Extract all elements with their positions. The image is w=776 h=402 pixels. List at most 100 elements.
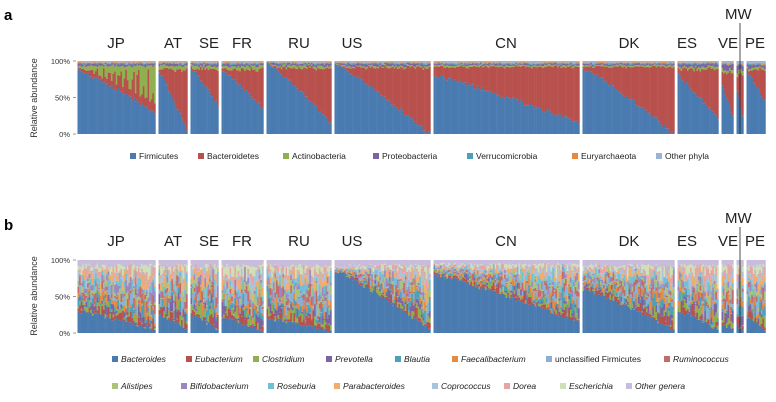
bar-segment <box>144 98 147 108</box>
bar-segment <box>245 90 248 134</box>
bar-segment <box>447 62 450 64</box>
bar-segment <box>115 90 118 134</box>
bar-segment <box>212 62 215 64</box>
bar-segment <box>102 301 105 310</box>
bar-segment <box>558 61 561 63</box>
bar-segment <box>182 122 185 134</box>
bar-segment <box>604 63 607 65</box>
bar-segment <box>136 61 139 63</box>
bar-segment <box>269 271 272 278</box>
bar-segment <box>642 65 645 67</box>
bar-segment <box>276 294 278 298</box>
bar-segment <box>598 63 601 66</box>
bar-segment <box>216 314 219 317</box>
bar-segment <box>325 66 327 69</box>
bar-segment <box>142 292 145 295</box>
bar-segment <box>705 105 708 134</box>
bar-segment <box>199 317 202 333</box>
bar-segment <box>560 63 563 65</box>
bar-segment <box>179 63 182 66</box>
bar-segment <box>93 313 96 333</box>
bar-segment <box>125 93 128 134</box>
bar-segment <box>179 293 182 297</box>
bar-segment <box>532 62 535 64</box>
bar-segment <box>174 290 177 292</box>
bar-segment <box>245 62 248 64</box>
bar-segment <box>252 266 255 277</box>
bar-segment <box>247 64 250 66</box>
bar-segment <box>179 325 182 327</box>
bar-segment <box>104 294 107 299</box>
bar-segment <box>239 63 242 65</box>
bar-segment <box>732 63 734 71</box>
bar-segment <box>150 292 153 305</box>
bar-segment <box>255 306 258 310</box>
bar-segment <box>206 306 208 308</box>
bar-segment <box>436 62 439 64</box>
bar-segment <box>374 68 377 91</box>
bar-segment <box>231 63 234 65</box>
bar-segment <box>277 318 280 321</box>
bar-segment <box>732 70 734 74</box>
bar-segment <box>759 61 761 63</box>
bar-segment <box>190 61 193 63</box>
bar-segment <box>118 61 121 63</box>
bar-segment <box>276 268 278 276</box>
bar-segment <box>736 61 739 65</box>
bar-segment <box>353 68 356 77</box>
bar-segment <box>436 63 439 66</box>
bar-segment <box>447 64 450 66</box>
bar-segment <box>698 69 700 98</box>
bar-segment <box>260 108 263 134</box>
bar-segment <box>470 65 473 67</box>
bar-segment <box>568 67 571 119</box>
bar-segment <box>166 282 169 288</box>
bar-segment <box>672 61 675 63</box>
bar-segment <box>315 63 318 65</box>
bar-segment <box>309 62 312 64</box>
bar-segment <box>408 65 410 116</box>
bar-segment <box>174 320 177 333</box>
bar-segment <box>253 276 256 289</box>
bar-segment <box>443 63 445 64</box>
bar-segment <box>192 283 194 287</box>
bar-segment <box>201 70 204 82</box>
bar-segment <box>213 312 216 325</box>
bar-segment <box>79 267 81 269</box>
bar-segment <box>107 278 110 295</box>
bar-segment <box>631 63 634 65</box>
bar-segment <box>195 277 197 283</box>
bar-segment <box>107 63 110 65</box>
bar-segment <box>374 66 377 69</box>
bar-segment <box>185 308 188 310</box>
bar-segment <box>80 292 83 294</box>
bar-segment <box>283 305 286 308</box>
bar-segment <box>126 306 129 312</box>
bar-segment <box>664 68 667 129</box>
bar-segment <box>696 70 699 97</box>
bar-segment <box>315 62 318 64</box>
bar-segment <box>496 62 498 64</box>
bar-segment <box>296 68 299 89</box>
bar-segment <box>149 101 151 112</box>
bar-segment <box>298 316 301 323</box>
bar-segment <box>125 321 128 322</box>
bar-segment <box>694 65 697 68</box>
bar-segment <box>144 326 147 329</box>
bar-segment <box>590 63 593 65</box>
bar-segment <box>757 70 760 89</box>
bar-segment <box>424 66 426 68</box>
bar-segment <box>422 63 425 65</box>
bar-segment <box>272 61 275 62</box>
bar-segment <box>201 269 204 282</box>
bar-segment <box>282 63 285 65</box>
bar-segment <box>199 260 202 268</box>
bar-segment <box>204 64 207 68</box>
bar-segment <box>705 63 708 68</box>
bar-segment <box>257 314 259 318</box>
bar-segment <box>79 268 81 273</box>
bar-segment <box>762 69 765 100</box>
bar-segment <box>584 70 586 134</box>
bar-segment <box>296 277 299 287</box>
bar-segment <box>282 77 285 134</box>
